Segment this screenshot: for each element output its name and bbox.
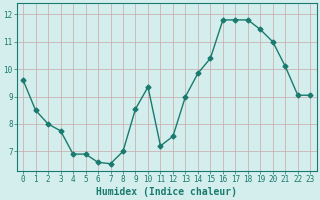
X-axis label: Humidex (Indice chaleur): Humidex (Indice chaleur) — [96, 186, 237, 197]
